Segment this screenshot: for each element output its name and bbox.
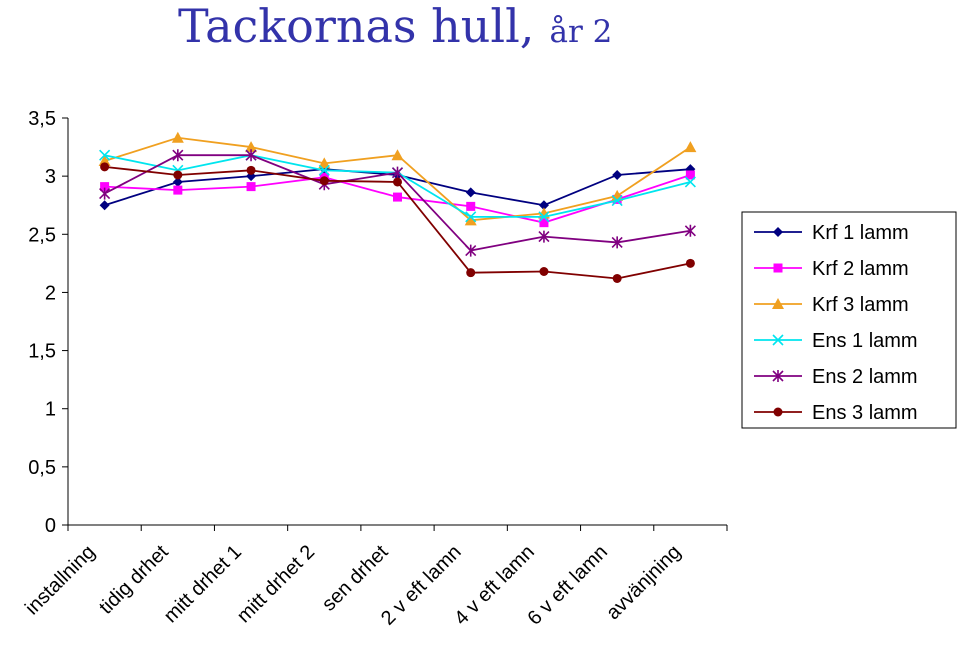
data-point — [99, 200, 110, 211]
data-point — [391, 149, 404, 161]
data-point — [466, 268, 476, 278]
legend-label: Ens 1 lamm — [812, 330, 918, 352]
y-axis-ticks: 0 0,5 1 1,5 2 2,5 3 3,5 — [28, 108, 68, 537]
data-point — [684, 224, 696, 237]
legend-label: Ens 2 lamm — [812, 366, 918, 388]
chart-title-text: Tackornas hull, år 2 — [178, 0, 612, 53]
data-point — [465, 211, 477, 223]
chart-subtitle: år 2 — [550, 14, 613, 50]
data-point — [684, 141, 697, 153]
data-point — [538, 230, 550, 243]
legend-item: Ens 2 lamm — [754, 366, 918, 388]
y-tick-label: 1,5 — [28, 341, 56, 363]
x-category-label: sen drhet — [318, 541, 393, 616]
y-tick-label: 2 — [45, 282, 56, 304]
y-tick-label: 0,5 — [28, 457, 56, 479]
data-point — [393, 192, 402, 202]
data-point — [538, 211, 550, 223]
x-category-label: tidig drhet — [95, 541, 173, 619]
data-point — [685, 170, 695, 180]
legend-item: Ens 1 lamm — [754, 330, 918, 352]
data-point — [773, 407, 783, 417]
data-point — [612, 169, 623, 180]
data-point — [173, 185, 183, 195]
series-layer — [98, 131, 697, 283]
data-point — [611, 194, 623, 207]
data-point — [246, 182, 256, 192]
legend-item: Krf 1 lamm — [754, 222, 909, 244]
legend-item: Krf 2 lamm — [754, 258, 909, 280]
data-point — [684, 176, 696, 188]
data-point — [772, 334, 784, 346]
data-point — [319, 176, 329, 186]
data-point — [393, 177, 402, 187]
chart-title-main: Tackornas hull, — [178, 0, 534, 53]
data-point — [173, 170, 183, 180]
data-point — [539, 266, 549, 276]
data-point — [172, 149, 184, 162]
legend-label: Krf 1 lamm — [812, 222, 909, 244]
data-point — [171, 131, 184, 143]
x-category-label: mitt drhet 2 — [233, 541, 319, 627]
legend-item: Ens 3 lamm — [754, 402, 918, 424]
data-point — [246, 165, 256, 175]
data-point — [245, 149, 257, 162]
data-point — [318, 157, 331, 169]
x-category-label: avvänjning — [602, 541, 685, 624]
y-tick-label: 1 — [45, 399, 56, 421]
series-krf-3-lamm — [98, 131, 697, 226]
y-tick-label: 0 — [45, 515, 56, 537]
y-tick-label: 3 — [45, 166, 56, 188]
data-point — [772, 370, 784, 382]
data-point — [611, 236, 623, 249]
data-point — [685, 258, 695, 268]
legend-label: Krf 2 lamm — [812, 258, 909, 280]
legend-box — [741, 211, 957, 429]
data-point — [100, 182, 110, 192]
data-point — [465, 187, 476, 198]
data-point — [773, 263, 783, 273]
data-point — [99, 187, 111, 200]
data-point — [464, 214, 477, 226]
chart-title: Tackornas hull, år 2 — [178, 0, 612, 53]
y-tick-label: 2,5 — [28, 224, 56, 246]
legend: Krf 1 lamm Krf 2 lamm Krf 3 lamm Ens 1 lamm… — [741, 211, 957, 429]
data-point — [773, 227, 783, 237]
x-category-label: installning — [21, 541, 99, 619]
data-point — [318, 164, 330, 176]
data-point — [100, 162, 110, 172]
data-point — [465, 244, 477, 257]
legend-label: Ens 3 lamm — [812, 402, 918, 424]
x-category-label: mitt drhet 1 — [160, 541, 246, 627]
y-tick-label: 3,5 — [28, 108, 56, 130]
data-point — [245, 141, 258, 153]
data-point — [391, 166, 404, 179]
data-point — [98, 155, 111, 167]
data-point — [466, 201, 476, 211]
data-point — [612, 273, 622, 283]
data-point — [539, 218, 549, 228]
legend-label: Krf 3 lamm — [812, 294, 909, 316]
x-category-label: 6 v eft lamn — [523, 541, 612, 630]
data-point — [99, 149, 111, 161]
data-point — [772, 298, 784, 309]
axes — [67, 118, 727, 526]
series-ens-3-lamm — [100, 162, 695, 283]
data-point — [538, 200, 549, 211]
data-point — [172, 176, 183, 187]
legend-item: Krf 3 lamm — [754, 294, 909, 316]
